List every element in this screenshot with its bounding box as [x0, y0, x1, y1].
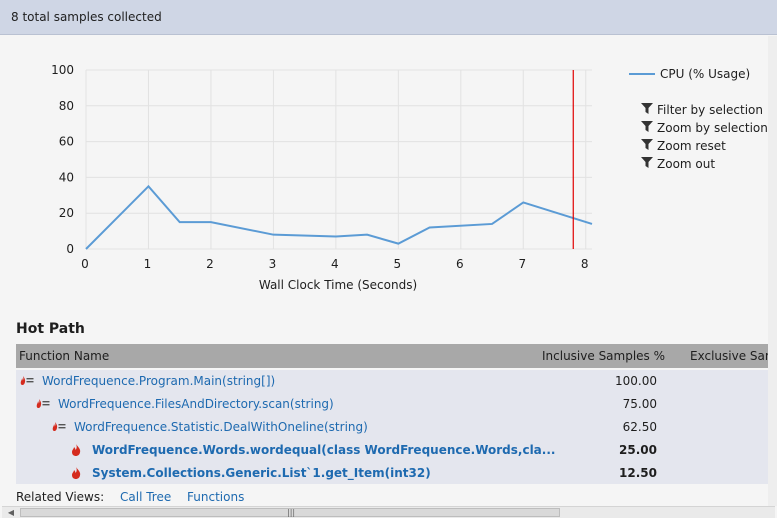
- filter-icon: [641, 157, 657, 171]
- function-name-link[interactable]: WordFrequence.Words.wordequal(class Word…: [92, 443, 556, 457]
- chart-command-zoom-by-selection[interactable]: Zoom by selection: [641, 121, 768, 139]
- x-tick-label: 7: [518, 257, 526, 271]
- table-row[interactable]: System.Collections.Generic.List`1.get_It…: [16, 462, 777, 484]
- y-tick-label: 40: [59, 170, 74, 184]
- cpu-usage-series-line: [85, 184, 593, 250]
- filter-icon: [641, 121, 657, 135]
- x-tick-label: 0: [81, 257, 89, 271]
- column-inclusive-samples[interactable]: Inclusive Samples %: [542, 349, 666, 363]
- grid-header: Function Name Inclusive Samples % Exclus…: [16, 344, 777, 368]
- inclusive-samples-value: 100.00: [615, 374, 657, 388]
- table-row[interactable]: WordFrequence.FilesAndDirectory.scan(str…: [16, 393, 777, 416]
- y-tick-label: 60: [59, 135, 74, 149]
- hot-path-grid[interactable]: Function Name Inclusive Samples % Exclus…: [16, 344, 777, 484]
- chart-command-label: Zoom out: [657, 157, 716, 171]
- call-tree-link[interactable]: Call Tree: [120, 490, 172, 504]
- chart-command-filter-by-selection[interactable]: Filter by selection: [641, 103, 763, 121]
- x-tick-label: 2: [206, 257, 214, 271]
- function-name-link[interactable]: WordFrequence.Program.Main(string[]): [42, 374, 276, 388]
- flame-icon: [70, 467, 84, 479]
- inclusive-samples-value: 75.00: [622, 397, 657, 411]
- hot-path-icon: [36, 398, 50, 410]
- chart-command-label: Filter by selection: [657, 103, 764, 117]
- hot-path-icon: [52, 421, 66, 433]
- column-function-name[interactable]: Function Name: [19, 349, 110, 363]
- x-tick-label: 8: [581, 257, 589, 271]
- horizontal-scrollbar[interactable]: ◀ |||: [2, 506, 775, 518]
- chart-command-zoom-reset[interactable]: Zoom reset: [641, 139, 726, 157]
- y-tick-label: 0: [66, 242, 74, 256]
- inclusive-samples-value: 25.00: [619, 443, 657, 457]
- samples-summary: 8 total samples collected: [11, 10, 162, 24]
- scrollbar-grip: |||: [287, 508, 296, 517]
- table-row[interactable]: WordFrequence.Program.Main(string[]) 100.…: [16, 370, 777, 393]
- inclusive-samples-value: 62.50: [622, 420, 657, 434]
- functions-link[interactable]: Functions: [187, 490, 245, 504]
- x-tick-label: 5: [394, 257, 402, 271]
- y-tick-label: 80: [59, 99, 74, 113]
- related-views-label: Related Views:: [16, 490, 105, 504]
- y-tick-label: 100: [51, 63, 74, 77]
- hot-path-title: Hot Path: [16, 321, 85, 337]
- scroll-left-icon[interactable]: ◀: [7, 508, 15, 517]
- x-tick-label: 1: [144, 257, 152, 271]
- chart-command-label: Zoom reset: [657, 139, 726, 153]
- inclusive-samples-value: 12.50: [619, 466, 657, 480]
- y-tick-label: 20: [59, 206, 74, 220]
- x-axis-label: Wall Clock Time (Seconds): [259, 278, 417, 292]
- x-tick-label: 6: [456, 257, 464, 271]
- related-views: Related Views: Call Tree Functions: [16, 490, 244, 504]
- x-tick-label: 3: [269, 257, 277, 271]
- column-exclusive-samples[interactable]: Exclusive Samp: [690, 349, 777, 363]
- header-bar: 8 total samples collected: [0, 0, 777, 35]
- function-name-link[interactable]: WordFrequence.FilesAndDirectory.scan(str…: [58, 397, 334, 411]
- flame-icon: [70, 444, 84, 456]
- table-row[interactable]: WordFrequence.Statistic.DealWithOneline(…: [16, 416, 777, 439]
- filter-icon: [641, 103, 657, 117]
- scrollbar-thumb[interactable]: |||: [20, 508, 560, 517]
- chart-command-zoom-out[interactable]: Zoom out: [641, 157, 715, 175]
- function-name-link[interactable]: System.Collections.Generic.List`1.get_It…: [92, 466, 431, 480]
- cpu-usage-chart[interactable]: 0 20 40 60 80 100 0 1 2 3 4 5 6 7 8 Wall Clock Time (S…: [0, 36, 777, 296]
- vertical-scrollbar[interactable]: [768, 36, 777, 506]
- function-name-link[interactable]: WordFrequence.Statistic.DealWithOneline(…: [74, 420, 368, 434]
- table-row[interactable]: WordFrequence.Words.wordequal(class Word…: [16, 439, 777, 462]
- hot-path-icon: [20, 375, 34, 387]
- legend-label: CPU (% Usage): [660, 67, 751, 81]
- chart-command-label: Zoom by selection: [657, 121, 768, 135]
- x-tick-label: 4: [331, 257, 339, 271]
- filter-icon: [641, 139, 657, 153]
